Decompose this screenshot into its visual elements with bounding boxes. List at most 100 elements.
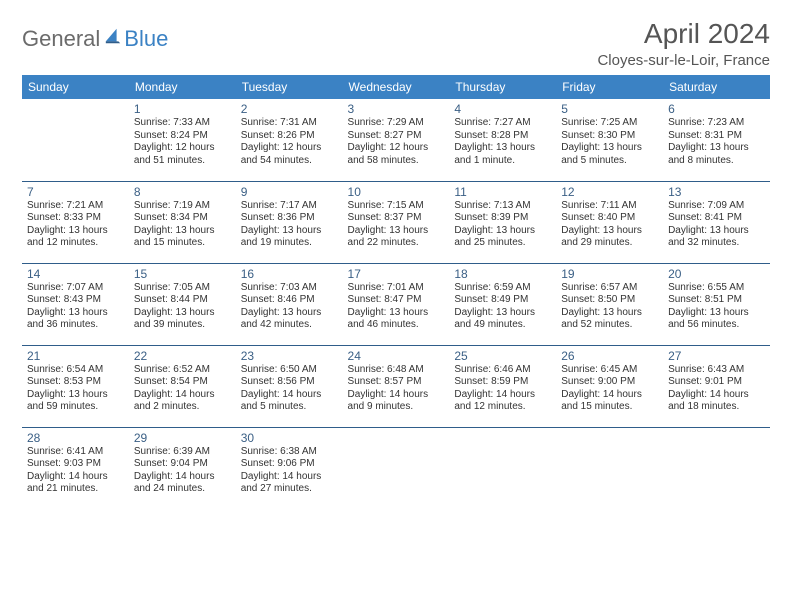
day-number: 23: [241, 349, 338, 363]
sunrise-line: Sunrise: 6:48 AM: [348, 364, 445, 377]
daylight-line: and 9 minutes.: [348, 401, 445, 414]
location-label: Cloyes-sur-le-Loir, France: [597, 52, 770, 69]
sunset-line: Sunset: 8:54 PM: [134, 376, 231, 389]
day-number: 15: [134, 267, 231, 281]
calendar-day-cell: 18Sunrise: 6:59 AMSunset: 8:49 PMDayligh…: [449, 263, 556, 345]
calendar-day-cell: [663, 427, 770, 509]
day-number: 8: [134, 185, 231, 199]
daylight-line: and 46 minutes.: [348, 319, 445, 332]
daylight-line: and 51 minutes.: [134, 155, 231, 168]
day-number: 5: [561, 102, 658, 116]
calendar-day-cell: 13Sunrise: 7:09 AMSunset: 8:41 PMDayligh…: [663, 181, 770, 263]
sunrise-line: Sunrise: 7:29 AM: [348, 117, 445, 130]
sunset-line: Sunset: 8:31 PM: [668, 130, 765, 143]
day-number: 27: [668, 349, 765, 363]
day-number: 6: [668, 102, 765, 116]
daylight-line: and 24 minutes.: [134, 483, 231, 496]
daylight-line: Daylight: 13 hours: [561, 142, 658, 155]
sunrise-line: Sunrise: 6:43 AM: [668, 364, 765, 377]
calendar-day-cell: 22Sunrise: 6:52 AMSunset: 8:54 PMDayligh…: [129, 345, 236, 427]
calendar-week-row: 28Sunrise: 6:41 AMSunset: 9:03 PMDayligh…: [22, 427, 770, 509]
sunrise-line: Sunrise: 7:25 AM: [561, 117, 658, 130]
daylight-line: and 36 minutes.: [27, 319, 124, 332]
sunrise-line: Sunrise: 7:31 AM: [241, 117, 338, 130]
day-number: 9: [241, 185, 338, 199]
calendar-day-cell: 1Sunrise: 7:33 AMSunset: 8:24 PMDaylight…: [129, 99, 236, 181]
calendar-day-cell: 8Sunrise: 7:19 AMSunset: 8:34 PMDaylight…: [129, 181, 236, 263]
day-number: 12: [561, 185, 658, 199]
sunset-line: Sunset: 8:59 PM: [454, 376, 551, 389]
daylight-line: Daylight: 13 hours: [27, 225, 124, 238]
calendar-day-cell: 3Sunrise: 7:29 AMSunset: 8:27 PMDaylight…: [343, 99, 450, 181]
daylight-line: Daylight: 13 hours: [348, 307, 445, 320]
sunset-line: Sunset: 8:44 PM: [134, 294, 231, 307]
calendar-day-cell: 21Sunrise: 6:54 AMSunset: 8:53 PMDayligh…: [22, 345, 129, 427]
daylight-line: Daylight: 13 hours: [454, 307, 551, 320]
sunrise-line: Sunrise: 6:54 AM: [27, 364, 124, 377]
daylight-line: and 22 minutes.: [348, 237, 445, 250]
daylight-line: and 52 minutes.: [561, 319, 658, 332]
calendar-day-cell: 5Sunrise: 7:25 AMSunset: 8:30 PMDaylight…: [556, 99, 663, 181]
sunset-line: Sunset: 8:39 PM: [454, 212, 551, 225]
daylight-line: Daylight: 14 hours: [454, 389, 551, 402]
daylight-line: and 59 minutes.: [27, 401, 124, 414]
sunset-line: Sunset: 9:04 PM: [134, 458, 231, 471]
sunset-line: Sunset: 8:56 PM: [241, 376, 338, 389]
sunrise-line: Sunrise: 6:38 AM: [241, 446, 338, 459]
daylight-line: and 19 minutes.: [241, 237, 338, 250]
calendar-day-cell: 4Sunrise: 7:27 AMSunset: 8:28 PMDaylight…: [449, 99, 556, 181]
calendar-week-row: 7Sunrise: 7:21 AMSunset: 8:33 PMDaylight…: [22, 181, 770, 263]
daylight-line: Daylight: 13 hours: [348, 225, 445, 238]
sunrise-line: Sunrise: 7:07 AM: [27, 282, 124, 295]
day-number: 7: [27, 185, 124, 199]
calendar-day-cell: 16Sunrise: 7:03 AMSunset: 8:46 PMDayligh…: [236, 263, 343, 345]
day-number: 18: [454, 267, 551, 281]
sunset-line: Sunset: 8:28 PM: [454, 130, 551, 143]
calendar-day-cell: 10Sunrise: 7:15 AMSunset: 8:37 PMDayligh…: [343, 181, 450, 263]
month-title: April 2024: [597, 18, 770, 50]
calendar-day-cell: 9Sunrise: 7:17 AMSunset: 8:36 PMDaylight…: [236, 181, 343, 263]
logo-text-blue: Blue: [124, 26, 168, 52]
sunrise-line: Sunrise: 6:59 AM: [454, 282, 551, 295]
sunset-line: Sunset: 8:47 PM: [348, 294, 445, 307]
sunrise-line: Sunrise: 7:05 AM: [134, 282, 231, 295]
weekday-header-row: Sunday Monday Tuesday Wednesday Thursday…: [22, 75, 770, 99]
day-number: 21: [27, 349, 124, 363]
calendar-day-cell: 30Sunrise: 6:38 AMSunset: 9:06 PMDayligh…: [236, 427, 343, 509]
daylight-line: Daylight: 13 hours: [668, 307, 765, 320]
sunrise-line: Sunrise: 7:27 AM: [454, 117, 551, 130]
daylight-line: and 58 minutes.: [348, 155, 445, 168]
daylight-line: and 1 minute.: [454, 155, 551, 168]
calendar-day-cell: 7Sunrise: 7:21 AMSunset: 8:33 PMDaylight…: [22, 181, 129, 263]
sunset-line: Sunset: 8:30 PM: [561, 130, 658, 143]
sunset-line: Sunset: 8:49 PM: [454, 294, 551, 307]
calendar-day-cell: 26Sunrise: 6:45 AMSunset: 9:00 PMDayligh…: [556, 345, 663, 427]
title-block: April 2024 Cloyes-sur-le-Loir, France: [597, 18, 770, 69]
daylight-line: Daylight: 13 hours: [241, 225, 338, 238]
daylight-line: and 54 minutes.: [241, 155, 338, 168]
calendar-day-cell: [449, 427, 556, 509]
day-number: 14: [27, 267, 124, 281]
calendar-day-cell: [556, 427, 663, 509]
daylight-line: Daylight: 13 hours: [241, 307, 338, 320]
daylight-line: Daylight: 13 hours: [134, 307, 231, 320]
daylight-line: and 5 minutes.: [561, 155, 658, 168]
day-number: 13: [668, 185, 765, 199]
daylight-line: Daylight: 14 hours: [134, 471, 231, 484]
logo-text-general: General: [22, 26, 100, 52]
daylight-line: and 12 minutes.: [454, 401, 551, 414]
logo-sail-icon: [104, 27, 122, 45]
sunset-line: Sunset: 8:34 PM: [134, 212, 231, 225]
sunrise-line: Sunrise: 7:11 AM: [561, 200, 658, 213]
sunrise-line: Sunrise: 7:03 AM: [241, 282, 338, 295]
sunrise-line: Sunrise: 7:17 AM: [241, 200, 338, 213]
daylight-line: and 15 minutes.: [134, 237, 231, 250]
daylight-line: and 15 minutes.: [561, 401, 658, 414]
sunrise-line: Sunrise: 7:23 AM: [668, 117, 765, 130]
daylight-line: Daylight: 12 hours: [134, 142, 231, 155]
daylight-line: Daylight: 14 hours: [134, 389, 231, 402]
sunset-line: Sunset: 8:24 PM: [134, 130, 231, 143]
daylight-line: Daylight: 13 hours: [668, 225, 765, 238]
sunset-line: Sunset: 8:51 PM: [668, 294, 765, 307]
sunrise-line: Sunrise: 6:46 AM: [454, 364, 551, 377]
